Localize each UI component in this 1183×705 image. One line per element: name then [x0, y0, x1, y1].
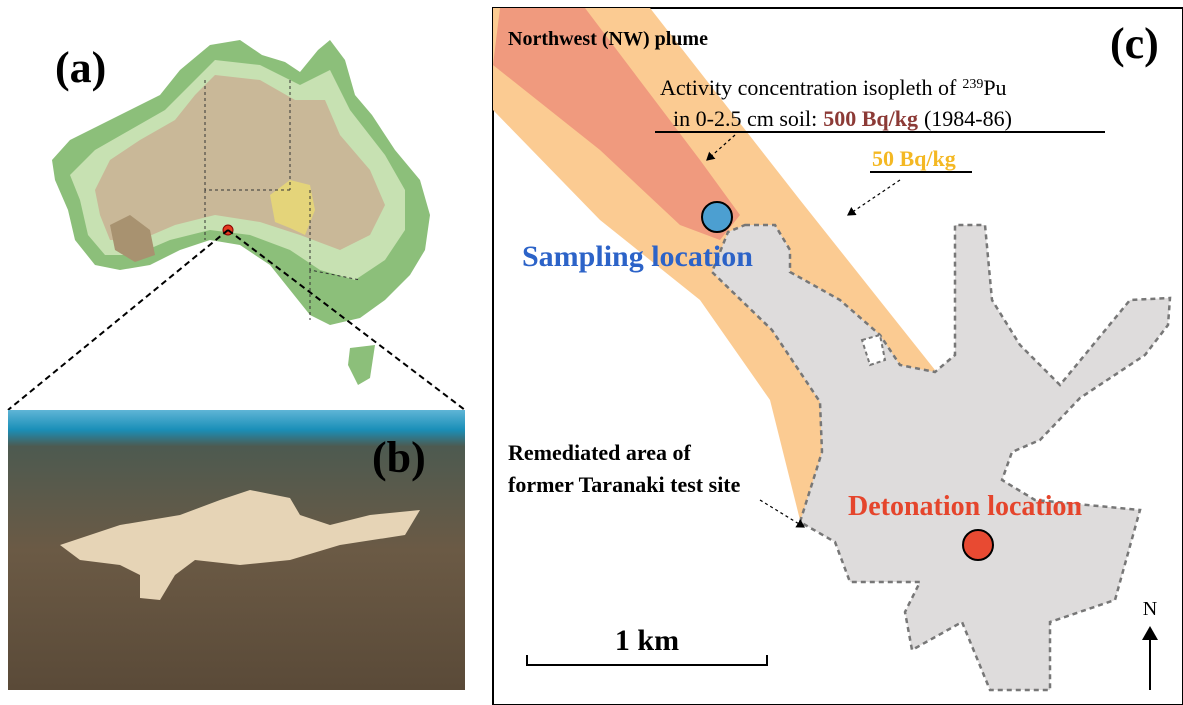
scale-bar-label: 1 km	[615, 624, 679, 657]
low-value: 50 Bq/kg	[872, 146, 956, 171]
north-label: N	[1143, 598, 1157, 620]
isotope: Pu	[983, 75, 1006, 100]
isopleth-line: in 0-2.5 cm soil:	[673, 106, 817, 131]
period: (1984-86)	[924, 106, 1012, 131]
remediated-label: Remediated area of	[508, 440, 692, 465]
panel-label: (c)	[1110, 19, 1159, 68]
remediated-label: former Taranaki test site	[508, 472, 741, 497]
plume-label: Northwest (NW) plume	[508, 28, 708, 50]
sampling-label: Sampling location	[522, 240, 753, 273]
australia-map	[8, 40, 465, 410]
isopleth-line: Activity concentration isopleth of	[660, 75, 957, 100]
figure: (a) (b) (c) Northwest (NW) plume Activit…	[0, 0, 1183, 705]
isopleth-text: Activity concentration isopleth of 239Pu	[660, 75, 1007, 100]
isopleth-text: in 0-2.5 cm soil:500 Bq/kg(1984-86)	[673, 106, 1012, 131]
high-value: 500 Bq/kg	[823, 106, 918, 131]
isotope-mass: 239	[962, 77, 983, 92]
panel-label: (b)	[372, 433, 426, 482]
panel-label: (a)	[55, 43, 106, 92]
detonation-label: Detonation location	[848, 491, 1083, 522]
